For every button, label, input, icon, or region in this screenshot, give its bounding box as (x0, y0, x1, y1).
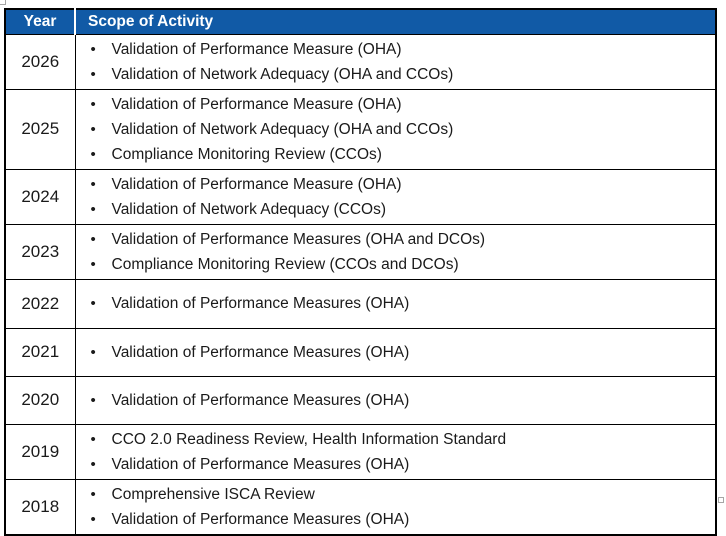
activity-item: Validation of Performance Measure (OHA) (76, 37, 712, 62)
activity-list: Validation of Performance Measure (OHA)V… (76, 92, 712, 167)
table-row: 2026Validation of Performance Measure (O… (4, 33, 717, 90)
year-cell: 2025 (4, 88, 76, 170)
activity-item: Validation of Performance Measures (OHA) (76, 340, 712, 365)
activity-list: Validation of Performance Measure (OHA)V… (76, 37, 712, 87)
table-row: 2020Validation of Performance Measures (… (4, 375, 717, 425)
scope-cell: Validation of Performance Measures (OHA … (74, 223, 717, 280)
year-cell: 2022 (4, 278, 76, 329)
scope-cell: Comprehensive ISCA ReviewValidation of P… (74, 478, 717, 535)
scope-cell: Validation of Performance Measure (OHA)V… (74, 33, 717, 90)
year-cell: 2018 (4, 478, 76, 535)
activity-item: Validation of Network Adequacy (OHA and … (76, 62, 712, 87)
table-row: 2023Validation of Performance Measures (… (4, 223, 717, 280)
table-row: 2018Comprehensive ISCA ReviewValidation … (4, 478, 717, 535)
activity-list: Validation of Performance Measures (OHA) (76, 340, 712, 365)
year-column-header: Year (4, 8, 76, 35)
activity-item: Validation of Network Adequacy (OHA and … (76, 117, 712, 142)
year-cell: 2021 (4, 327, 76, 377)
activity-list: Validation of Performance Measure (OHA)V… (76, 172, 712, 222)
table-row: 2021Validation of Performance Measures (… (4, 327, 717, 377)
header-row: Year Scope of Activity (4, 8, 717, 35)
activity-list: Validation of Performance Measures (OHA … (76, 227, 712, 277)
activity-item: Validation of Network Adequacy (CCOs) (76, 197, 712, 222)
table-resize-handle-icon[interactable] (718, 497, 724, 503)
activity-item: Validation of Performance Measures (OHA) (76, 291, 712, 316)
activity-item: CCO 2.0 Readiness Review, Health Informa… (76, 427, 712, 452)
scope-cell: Validation of Performance Measure (OHA)V… (74, 168, 717, 225)
activity-item: Compliance Monitoring Review (CCOs and D… (76, 252, 712, 277)
activity-list: Validation of Performance Measures (OHA) (76, 388, 712, 413)
activity-item: Compliance Monitoring Review (CCOs) (76, 142, 712, 167)
table-row: 2019CCO 2.0 Readiness Review, Health Inf… (4, 423, 717, 480)
year-cell: 2024 (4, 168, 76, 225)
year-cell: 2026 (4, 33, 76, 90)
activity-list: Validation of Performance Measures (OHA) (76, 291, 712, 316)
year-cell: 2023 (4, 223, 76, 280)
table-move-handle-icon[interactable] (0, 0, 6, 5)
table-header: Year Scope of Activity (4, 8, 717, 35)
activity-item: Comprehensive ISCA Review (76, 482, 712, 507)
scope-cell: CCO 2.0 Readiness Review, Health Informa… (74, 423, 717, 480)
activity-item: Validation of Performance Measure (OHA) (76, 172, 712, 197)
scope-cell: Validation of Performance Measures (OHA) (74, 375, 717, 425)
scope-column-header: Scope of Activity (74, 8, 717, 35)
scope-cell: Validation of Performance Measure (OHA)V… (74, 88, 717, 170)
table-row: 2025Validation of Performance Measure (O… (4, 88, 717, 170)
activity-item: Validation of Performance Measures (OHA) (76, 507, 712, 532)
table-row: 2022Validation of Performance Measures (… (4, 278, 717, 329)
scope-cell: Validation of Performance Measures (OHA) (74, 327, 717, 377)
table-row: 2024Validation of Performance Measure (O… (4, 168, 717, 225)
activity-item: Validation of Performance Measure (OHA) (76, 92, 712, 117)
table-body: 2026Validation of Performance Measure (O… (4, 33, 717, 535)
activity-list: CCO 2.0 Readiness Review, Health Informa… (76, 427, 712, 477)
activity-item: Validation of Performance Measures (OHA … (76, 227, 712, 252)
activity-schedule-table: Year Scope of Activity 2026Validation of… (4, 8, 717, 536)
year-cell: 2020 (4, 375, 76, 425)
activity-item: Validation of Performance Measures (OHA) (76, 452, 712, 477)
activity-list: Comprehensive ISCA ReviewValidation of P… (76, 482, 712, 532)
year-cell: 2019 (4, 423, 76, 480)
activity-item: Validation of Performance Measures (OHA) (76, 388, 712, 413)
scope-cell: Validation of Performance Measures (OHA) (74, 278, 717, 329)
